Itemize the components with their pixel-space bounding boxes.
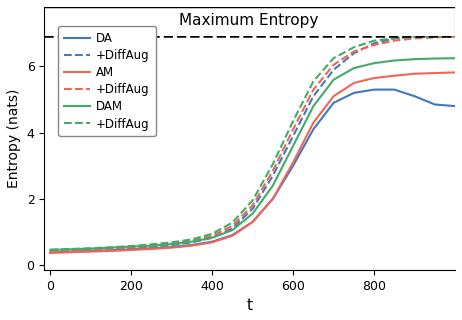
Legend: DA, +DiffAug, AM, +DiffAug, DAM, +DiffAug: DA, +DiffAug, AM, +DiffAug, DAM, +DiffAu… (58, 26, 156, 136)
Text: Maximum Entropy: Maximum Entropy (179, 13, 318, 28)
X-axis label: t: t (247, 298, 253, 313)
Bar (44, 7, 455, 36)
Y-axis label: Entropy (nats): Entropy (nats) (7, 89, 21, 188)
